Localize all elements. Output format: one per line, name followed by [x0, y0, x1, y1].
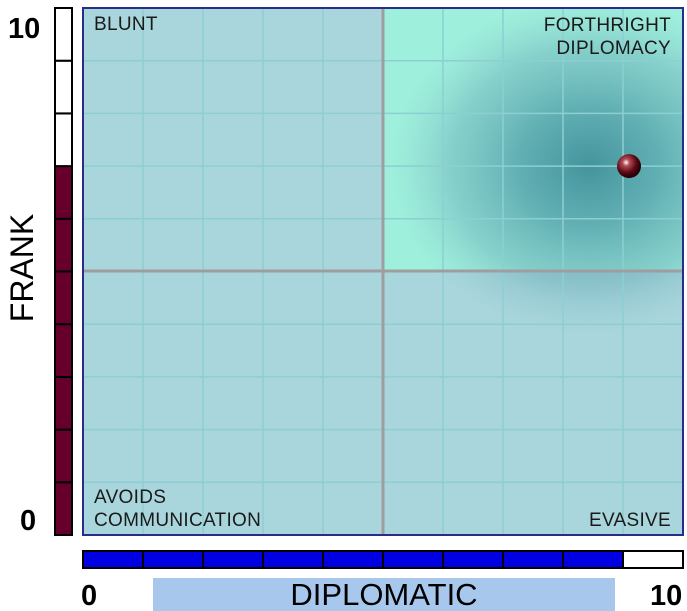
- frank-bar-segment: [54, 7, 73, 62]
- diplomatic-level-bar: [82, 550, 684, 569]
- plot-border: [82, 7, 684, 536]
- diplomatic-bar-segment: [502, 550, 564, 569]
- quadrant-label-evasive: EVASIVE: [589, 510, 671, 531]
- point-halo: [389, 8, 683, 337]
- frank-bar-segment: [54, 165, 73, 220]
- y-tick-0: 0: [20, 505, 36, 537]
- diplomatic-bar-segment: [622, 550, 684, 569]
- frank-bar-segment: [54, 270, 73, 326]
- diplomatic-bar-segment: [382, 550, 444, 569]
- x-axis-label-band: [153, 578, 615, 611]
- frank-bar-segment: [54, 375, 73, 431]
- frank-bar-segment: [54, 481, 73, 536]
- diplomatic-bar-segment: [322, 550, 384, 569]
- y-axis-label: FRANK: [4, 214, 40, 322]
- frank-bar-segment: [54, 428, 73, 484]
- data-point: [617, 154, 641, 179]
- diplomatic-bar-segment: [202, 550, 264, 569]
- x-tick-0: 0: [81, 580, 97, 611]
- diplomatic-bar-segment: [562, 550, 624, 569]
- frank-level-bar: [54, 7, 73, 536]
- diplomatic-bar-segment: [142, 550, 204, 569]
- diplomatic-bar-segment: [262, 550, 324, 569]
- diplomatic-bar-segment: [442, 550, 504, 569]
- diplomatic-bar-segment: [82, 550, 144, 569]
- quadrant-label-avoids: AVOIDS: [94, 487, 166, 508]
- quadrant-label-diplomacy: DIPLOMACY: [556, 38, 671, 59]
- x-tick-10: 10: [650, 580, 682, 611]
- quadrant-label-communication: COMMUNICATION: [94, 510, 261, 531]
- frank-bar-segment: [54, 112, 73, 168]
- frank-bar-segment: [54, 59, 73, 115]
- quadrant-label-forthright: FORTHRIGHT: [544, 15, 671, 36]
- x-axis-label: DIPLOMATIC: [290, 577, 477, 611]
- frank-bar-segment: [54, 217, 73, 273]
- y-tick-10: 10: [8, 13, 40, 45]
- quadrant-label-blunt: BLUNT: [94, 14, 158, 35]
- frank-bar-segment: [54, 323, 73, 378]
